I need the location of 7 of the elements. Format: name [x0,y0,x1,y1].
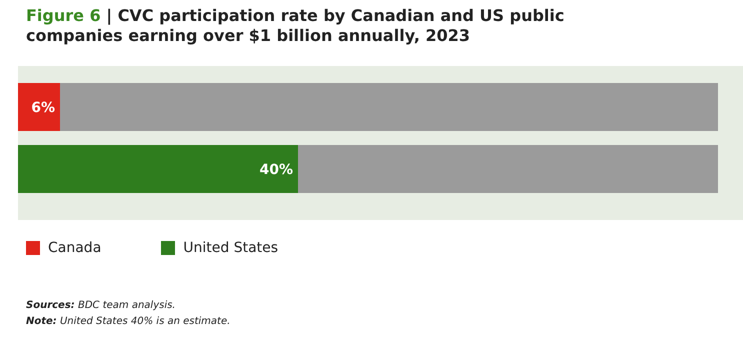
source-note: Sources: BDC team analysis. [26,299,176,313]
legend-label: United States [183,240,278,256]
chart-title: Figure 6 | CVC participation rate by Canadian and US public companies earning over $1 billion annually, 2023 [26,6,566,46]
data-label: 6% [31,100,55,116]
text: Note: United States 40% is an estimate. [26,315,232,329]
data-label: 40% [259,162,293,178]
legend-label: Canada [48,240,102,256]
